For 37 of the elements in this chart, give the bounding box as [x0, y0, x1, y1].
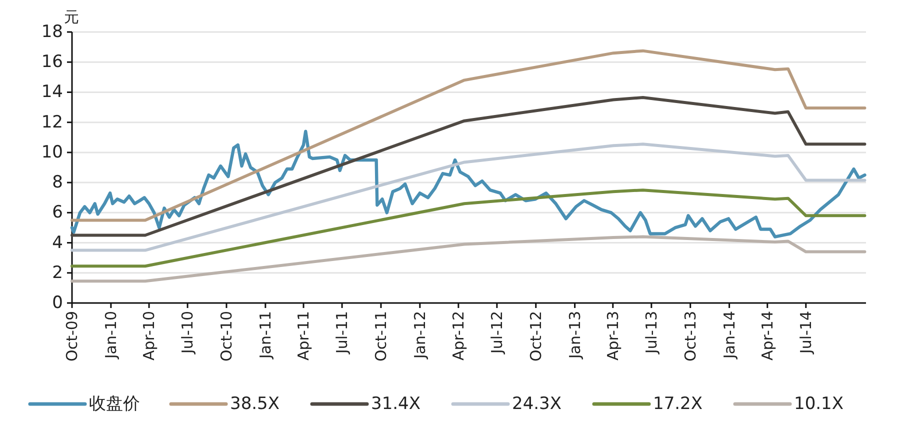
y-tick-label: 12 — [41, 112, 63, 132]
x-tick-label: Apr-13 — [604, 311, 622, 360]
x-tick-label: Jan-13 — [566, 311, 584, 360]
x-tick-label: Jan-11 — [256, 311, 274, 360]
x-tick-label: Jul-10 — [178, 311, 197, 355]
x-tick-label: Oct-11 — [372, 311, 390, 362]
y-tick-label: 18 — [41, 22, 63, 42]
x-tick-label: Apr-14 — [758, 311, 776, 360]
x-tick-label: Apr-12 — [449, 311, 468, 360]
y-tick-label: 14 — [41, 82, 63, 102]
y-tick-label: 2 — [52, 262, 63, 283]
y-axis-title: 元 — [64, 8, 79, 26]
y-tick-label: 8 — [52, 172, 63, 193]
x-tick-label: Oct-09 — [63, 311, 81, 362]
legend-label: 收盘价 — [89, 394, 140, 414]
x-tick-label: Apr-11 — [294, 311, 313, 360]
x-tick-label: Jan-10 — [102, 311, 120, 360]
x-tick-label: Jul-12 — [488, 311, 506, 355]
y-tick-label: 4 — [52, 232, 63, 253]
legend-label: 10.1X — [794, 394, 844, 414]
legend-label: 31.4X — [371, 394, 421, 414]
legend-label: 17.2X — [653, 394, 703, 414]
x-tick-label: Oct-10 — [217, 311, 236, 362]
y-tick-label: 0 — [52, 293, 63, 313]
x-tick-label: Oct-12 — [526, 311, 545, 362]
legend-label: 24.3X — [512, 394, 562, 414]
y-tick-label: 10 — [41, 142, 63, 162]
x-tick-label: Jul-13 — [642, 311, 660, 355]
x-tick-label: Jul-14 — [796, 311, 815, 355]
y-tick-label: 6 — [52, 202, 63, 223]
x-tick-label: Jan-14 — [720, 311, 738, 360]
x-tick-label: Jul-11 — [333, 311, 352, 355]
x-tick-label: Jan-12 — [410, 311, 429, 360]
y-tick-label: 16 — [41, 52, 63, 72]
x-tick-label: Oct-13 — [681, 311, 700, 362]
x-tick-label: Apr-10 — [140, 311, 158, 360]
legend-label: 38.5X — [230, 394, 280, 414]
